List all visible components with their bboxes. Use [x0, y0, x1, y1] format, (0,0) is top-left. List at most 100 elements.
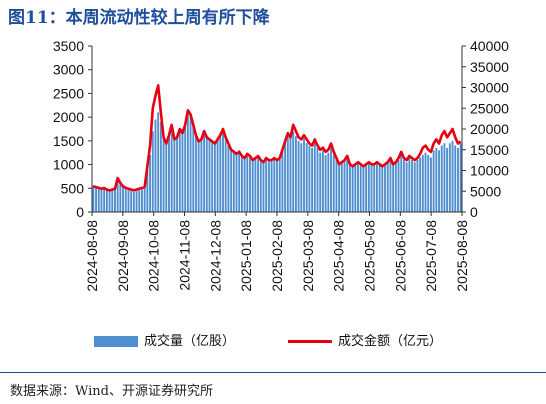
right-tick-label: 30000: [470, 80, 509, 96]
source-note: 数据来源：Wind、开源证券研究所: [10, 384, 213, 399]
volume-bar: [195, 133, 197, 212]
volume-bar: [308, 145, 311, 212]
volume-bar: [92, 185, 95, 212]
left-tick-label: 1000: [53, 157, 84, 173]
chart-title: 图11：本周流动性较上周有所下降: [8, 8, 270, 28]
x-tick-label: 2025-06-08: [392, 220, 408, 292]
volume-bar: [159, 121, 162, 212]
volume-bar: [424, 152, 427, 212]
x-tick-label: 2024-11-08: [177, 220, 193, 291]
volume-bar: [346, 157, 349, 212]
x-tick-label: 2025-02-08: [269, 220, 285, 292]
left-tick-label: 3500: [53, 38, 84, 54]
volume-bar: [130, 191, 133, 212]
volume-bar: [443, 143, 446, 212]
legend-item-amount: 成交金额（亿元）: [288, 330, 442, 349]
volume-bar: [141, 189, 143, 212]
volume-bar: [243, 157, 246, 212]
volume-bar: [100, 188, 103, 212]
x-tick-label: 2024-12-08: [207, 220, 223, 292]
legend-label-volume: 成交量（亿股）: [144, 334, 236, 349]
volume-bar: [386, 162, 389, 212]
left-tick-label: 2500: [53, 85, 84, 101]
volume-bar: [186, 110, 189, 212]
volume-bar: [251, 159, 254, 212]
volume-bar: [338, 164, 341, 212]
legend-label-amount: 成交金额（亿元）: [338, 334, 443, 349]
volume-bar: [459, 143, 462, 212]
volume-bar: [381, 166, 384, 212]
volume-bar: [267, 159, 270, 212]
left-tick-label: 2000: [53, 109, 84, 125]
volume-bar: [211, 140, 214, 212]
volume-bar: [273, 157, 276, 212]
x-tick-label: 2025-01-08: [238, 220, 254, 292]
volume-bar: [454, 145, 457, 212]
volume-bar: [419, 157, 422, 212]
volume-bar: [421, 155, 424, 212]
volume-bar: [203, 131, 206, 212]
x-tick-label: 2025-04-08: [331, 220, 347, 292]
volume-bar: [219, 133, 222, 212]
right-tick-label: 25000: [470, 100, 509, 116]
volume-bar: [405, 162, 408, 212]
volume-bar: [249, 155, 251, 212]
left-tick-label: 3000: [53, 62, 84, 78]
volume-bar: [340, 162, 343, 212]
volume-bar: [451, 140, 454, 212]
volume-bar: [332, 155, 335, 212]
x-tick-label: 2025-08-08: [454, 220, 470, 292]
volume-bar: [278, 157, 281, 212]
volume-bar: [370, 164, 373, 212]
volume-bar: [411, 159, 413, 212]
volume-bar: [389, 159, 392, 212]
volume-bar: [327, 152, 330, 212]
volume-bar: [238, 150, 241, 212]
left-tick-label: 500: [61, 180, 85, 196]
volume-bar: [149, 155, 152, 212]
volume-bar: [416, 159, 419, 212]
volume-bar: [132, 192, 135, 212]
volume-bar: [394, 162, 397, 212]
volume-bar: [359, 164, 362, 212]
legend-item-volume: 成交量（亿股）: [94, 330, 235, 349]
volume-bar: [197, 140, 200, 212]
x-tick-label: 2025-07-08: [423, 220, 439, 292]
volume-bar: [265, 157, 268, 212]
volume-bar: [259, 159, 262, 212]
volume-bar: [446, 147, 449, 212]
volume-bar: [157, 112, 160, 212]
volume-bar: [457, 147, 459, 212]
x-axis-ticks: 2024-08-08 2024-09-08 2024-10-08 2024-11-08…: [84, 212, 470, 292]
volume-bar: [284, 143, 287, 212]
volume-bar: [276, 159, 278, 212]
volume-bar: [384, 164, 386, 212]
right-tick-label: 5000: [470, 183, 501, 199]
volume-bar: [138, 190, 141, 212]
volume-bar: [375, 162, 378, 212]
volume-bar: [170, 126, 173, 212]
volume-bar: [127, 190, 130, 212]
volume-bar: [297, 140, 300, 212]
right-tick-label: 20000: [470, 121, 509, 137]
legend: 成交量（亿股） 成交金额（亿元）: [0, 330, 546, 352]
volume-bar: [305, 143, 308, 212]
volume-bar: [313, 143, 316, 212]
volume-bar: [151, 131, 154, 212]
volume-bar: [213, 143, 216, 212]
volume-bar: [438, 150, 440, 212]
volume-bar: [95, 186, 97, 212]
right-tick-label: 15000: [470, 142, 509, 158]
volume-bar: [124, 189, 127, 212]
volume-bar: [189, 114, 192, 212]
volume-bar: [222, 129, 224, 212]
volume-bar: [294, 136, 297, 212]
volume-bar: [97, 187, 100, 212]
volume-bar: [289, 138, 292, 212]
volume-bar: [324, 155, 327, 212]
volume-bar: [184, 124, 187, 212]
volume-bar: [173, 138, 176, 212]
volume-bar: [303, 138, 305, 212]
volume-bar: [105, 189, 108, 212]
volume-bar: [319, 152, 322, 212]
